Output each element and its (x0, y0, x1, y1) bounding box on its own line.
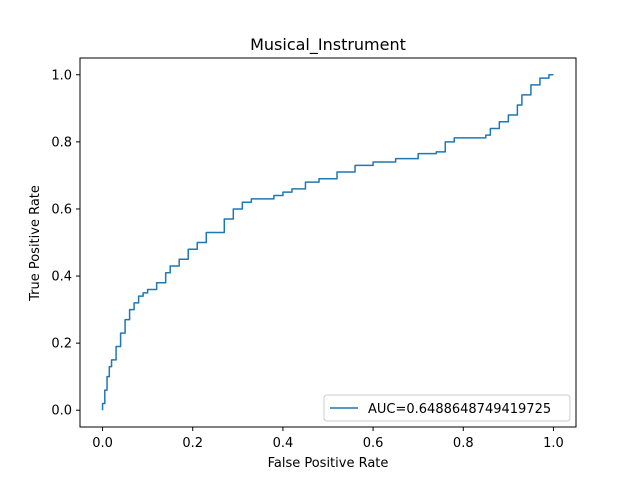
chart-title: Musical_Instrument (250, 35, 406, 55)
y-axis-label: True Positive Rate (28, 185, 43, 302)
y-axis: 0.0 0.2 0.4 0.6 0.8 1.0 (51, 68, 80, 419)
x-tick-label: 0.2 (182, 436, 203, 451)
x-axis: 0.0 0.2 0.4 0.6 0.8 1.0 (92, 427, 564, 451)
x-tick-label: 0.4 (273, 436, 294, 451)
y-tick-label: 0.2 (51, 337, 72, 352)
legend: AUC=0.6488648749419725 (323, 394, 571, 422)
x-tick-label: 0.0 (92, 436, 113, 451)
plot-area (101, 74, 554, 411)
y-tick-label: 0.8 (51, 135, 72, 150)
x-tick-label: 0.6 (363, 436, 384, 451)
x-axis-label: False Positive Rate (268, 456, 389, 471)
y-tick-label: 0.4 (51, 270, 72, 285)
legend-box (323, 394, 571, 422)
x-tick-label: 1.0 (543, 436, 564, 451)
y-tick-label: 1.0 (51, 68, 72, 83)
legend-label: AUC=0.6488648749419725 (368, 402, 551, 417)
y-tick-label: 0.6 (51, 202, 72, 217)
roc-curve-line-0 (101, 74, 554, 411)
axes-frame (79, 57, 577, 428)
y-tick-label: 0.0 (51, 404, 72, 419)
x-tick-label: 0.8 (453, 436, 474, 451)
